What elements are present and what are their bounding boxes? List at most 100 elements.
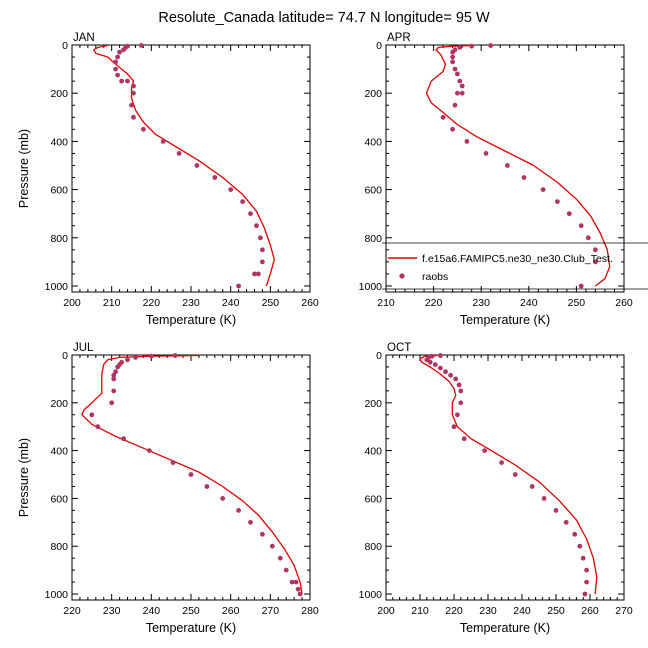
x-tick-label: 230 (182, 297, 200, 309)
x-tick-label: 260 (222, 605, 240, 617)
raobs-point (580, 555, 586, 561)
plot-frame (71, 354, 311, 601)
raobs-point (572, 531, 578, 537)
raobs-point (464, 139, 470, 144)
raobs-point (89, 412, 95, 418)
x-axis-label: Temperature (K) (460, 621, 550, 635)
x-tick-label: 220 (143, 297, 161, 309)
raobs-point (254, 223, 259, 229)
raobs-point (455, 412, 460, 418)
y-tick-label: 1000 (359, 281, 383, 293)
raobs-point (121, 436, 126, 442)
x-tick-label: 260 (615, 297, 633, 309)
raobs-point (119, 78, 124, 84)
raobs-point (139, 43, 144, 48)
x-tick-label: 220 (425, 297, 443, 309)
x-tick-label: 220 (445, 605, 463, 617)
raobs-point (458, 400, 464, 406)
raobs-point (512, 472, 518, 477)
raobs-point (131, 114, 136, 120)
raobs-point (194, 163, 200, 168)
y-tick-label: 400 (364, 136, 382, 148)
y-tick-label: 0 (376, 350, 382, 362)
raobs-point (459, 90, 465, 96)
y-tick-label: 600 (50, 185, 68, 197)
raobs-point (113, 59, 118, 65)
raobs-point (443, 369, 448, 375)
raobs-point (121, 47, 126, 53)
raobs-point (113, 369, 118, 375)
raobs-point (453, 376, 459, 382)
x-tick-label: 210 (377, 297, 395, 309)
y-tick-label: 0 (376, 40, 382, 52)
raobs-point (133, 355, 138, 360)
raobs-point (147, 448, 152, 453)
raobs-point (248, 211, 253, 217)
raobs-point (427, 359, 433, 365)
raobs-point (563, 519, 569, 525)
raobs-point (452, 66, 458, 72)
raobs-point (593, 259, 598, 265)
raobs-point (438, 365, 443, 371)
raobs-point (482, 448, 487, 453)
raobs-point (450, 59, 455, 65)
raobs-point (566, 211, 572, 217)
x-tick-label: 240 (143, 605, 161, 617)
raobs-point (256, 271, 261, 277)
raobs-point (297, 591, 303, 597)
x-tick-label: 240 (513, 605, 531, 617)
x-tick-label: 250 (568, 297, 586, 309)
raobs-point (455, 71, 460, 77)
y-tick-label: 1000 (45, 589, 69, 601)
raobs-point (115, 54, 120, 60)
panel-jul: 220 230 240 250 260 270 280 0 200 400 600 800 1000 JU… (17, 342, 319, 635)
raobs-point (432, 362, 438, 367)
panel-label-oct: OCT (387, 342, 411, 354)
panel-label-apr: APR (387, 32, 411, 44)
raobs-point (295, 586, 301, 592)
raobs-point (293, 579, 299, 585)
raobs-point (521, 175, 527, 180)
raobs-point (582, 591, 588, 597)
y-tick-label: 600 (364, 493, 382, 505)
raobs-point (457, 78, 463, 84)
y-tick-label: 0 (62, 350, 68, 362)
raobs-point (505, 163, 510, 168)
raobs-point (170, 460, 176, 465)
raobs-point (448, 372, 453, 378)
raobs-point (240, 199, 246, 205)
raobs-point (450, 54, 455, 60)
raobs-point (577, 543, 583, 549)
model-profile-line (81, 354, 303, 595)
raobs-point (131, 83, 136, 89)
raobs-point (488, 43, 494, 48)
raobs-point (220, 496, 226, 501)
raobs-point (553, 508, 559, 513)
raobs-point (457, 45, 463, 50)
model-profile-line (419, 354, 598, 595)
raobs-point (459, 83, 465, 89)
x-tick-label: 280 (301, 605, 319, 617)
raobs-point (540, 187, 546, 193)
x-tick-label: 270 (262, 605, 280, 617)
raobs-point (458, 388, 464, 394)
raobs-point (117, 49, 122, 55)
y-tick-label: 600 (364, 185, 382, 197)
raobs-point (176, 151, 182, 156)
raobs-point (499, 460, 504, 465)
raobs-point (555, 199, 560, 205)
panel-label-jan: JAN (73, 32, 95, 44)
raobs-point (456, 382, 462, 388)
x-tick-label: 270 (615, 605, 633, 617)
raobs-point (236, 283, 242, 289)
raobs-point (584, 567, 589, 573)
y-tick-label: 800 (50, 541, 68, 553)
y-tick-label: 600 (50, 493, 68, 505)
x-tick-label: 250 (262, 297, 280, 309)
x-tick-label: 210 (411, 605, 429, 617)
raobs-point (131, 90, 136, 96)
raobs-point (228, 187, 234, 193)
raobs-point (148, 353, 154, 359)
legend: f.e15a6.FAMIPC5.ne30_ne30.Club_Test.raob… (382, 242, 648, 290)
y-tick-label: 200 (364, 398, 382, 410)
